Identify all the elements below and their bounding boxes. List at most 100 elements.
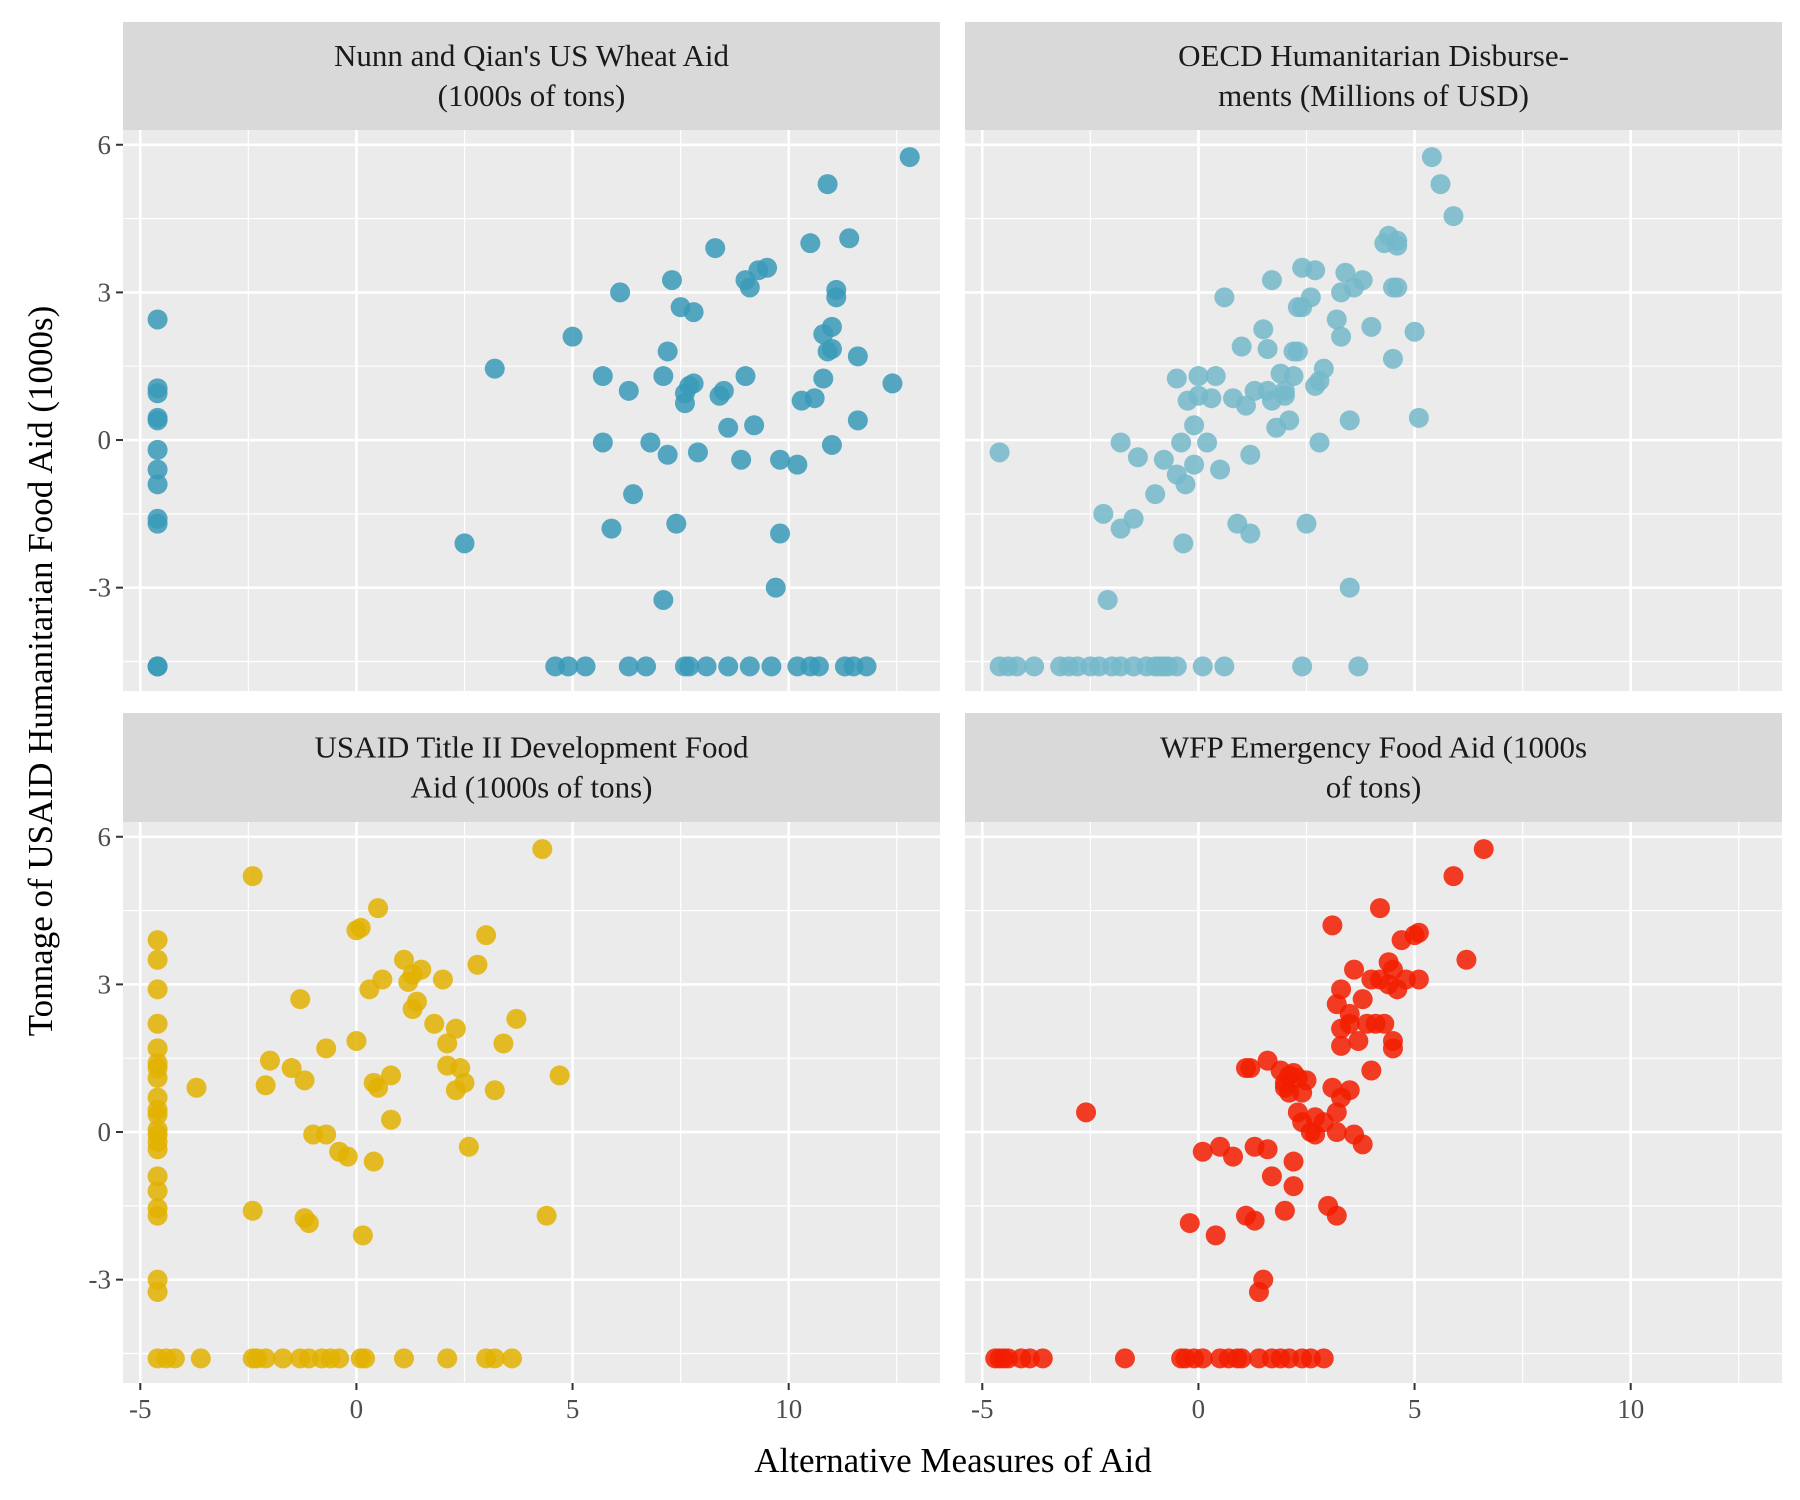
facet-title-line: of tons) (1326, 770, 1422, 805)
data-point (294, 1070, 315, 1091)
data-point (718, 417, 739, 438)
x-tick-label: 10 (1617, 1394, 1644, 1424)
data-point (1173, 533, 1194, 554)
data-point (1283, 1151, 1304, 1172)
data-point (770, 523, 791, 544)
data-point (839, 228, 860, 249)
data-point (1283, 1176, 1304, 1197)
y-tick-label: 3 (98, 277, 112, 307)
data-point (1240, 444, 1261, 465)
facet-strip (965, 22, 1782, 130)
data-point (329, 1348, 350, 1369)
data-point (657, 341, 678, 362)
data-point (813, 368, 834, 389)
data-point (1473, 839, 1494, 860)
data-point (1261, 1166, 1282, 1187)
data-point (1006, 656, 1027, 677)
y-tick-label: 0 (98, 1117, 112, 1147)
data-point (618, 656, 639, 677)
data-point (1313, 358, 1334, 379)
data-point (1192, 656, 1213, 677)
data-point (1032, 1348, 1053, 1369)
data-point (856, 656, 877, 677)
data-point (1231, 1348, 1252, 1369)
data-point (424, 1013, 445, 1034)
data-point (1313, 1348, 1334, 1369)
data-point (147, 1104, 168, 1125)
data-point (255, 1348, 276, 1369)
data-point (1253, 319, 1274, 340)
data-point (757, 257, 778, 278)
data-point (666, 513, 687, 534)
data-point (592, 366, 613, 387)
data-point (272, 1348, 293, 1369)
data-point (847, 410, 868, 431)
data-point (1257, 338, 1278, 359)
data-point (147, 930, 168, 951)
data-point (1331, 326, 1352, 347)
x-axis-title: Alternative Measures of Aid (754, 1441, 1152, 1480)
data-point (1387, 277, 1408, 298)
data-point (1205, 366, 1226, 387)
facet-title-line: ments (Millions of USD) (1218, 78, 1529, 113)
data-point (1214, 287, 1235, 308)
data-point (506, 1008, 527, 1029)
data-point (640, 432, 661, 453)
data-point (787, 454, 808, 475)
data-point (1145, 484, 1166, 505)
facet-strip (965, 713, 1782, 822)
x-tick-label: -5 (971, 1394, 994, 1424)
data-point (381, 1065, 402, 1086)
data-point (1382, 348, 1403, 369)
data-point (1274, 385, 1295, 406)
data-point (393, 1348, 414, 1369)
data-point (164, 1348, 185, 1369)
facet-panel: OECD Humanitarian Disburse-ments (Millio… (965, 22, 1782, 691)
data-point (817, 174, 838, 195)
facet-title-line: Aid (1000s of tons) (411, 770, 653, 805)
data-point (355, 1348, 376, 1369)
data-point (1214, 656, 1235, 677)
data-point (255, 1075, 276, 1096)
data-point (445, 1018, 466, 1039)
panel-background (123, 822, 940, 1383)
data-point (1296, 1070, 1317, 1091)
data-point (1296, 513, 1317, 534)
data-point (1184, 415, 1205, 436)
data-point (298, 1213, 319, 1234)
data-point (1253, 1269, 1274, 1290)
data-point (1179, 1213, 1200, 1234)
data-point (484, 1080, 505, 1101)
y-tick-label: 3 (98, 969, 112, 999)
panel-background (123, 130, 940, 691)
data-point (1408, 969, 1429, 990)
data-point (368, 898, 389, 919)
data-point (1261, 270, 1282, 291)
data-point (1331, 1035, 1352, 1056)
data-point (1331, 979, 1352, 1000)
facet-panels: Nunn and Qian's US Wheat Aid (1000s of to… (123, 22, 1782, 1383)
data-point (372, 969, 393, 990)
data-point (147, 439, 168, 460)
data-point (661, 270, 682, 291)
data-point (186, 1077, 207, 1098)
data-point (1287, 341, 1308, 362)
data-point (1339, 410, 1360, 431)
data-point (1123, 508, 1144, 529)
data-point (770, 449, 791, 470)
data-point (147, 1181, 168, 1202)
data-point (765, 577, 786, 598)
data-point (1279, 410, 1300, 431)
data-point (411, 959, 432, 980)
data-point (1192, 1348, 1213, 1369)
data-point (1097, 589, 1118, 610)
data-point (1240, 1058, 1261, 1079)
data-point (1408, 922, 1429, 943)
data-point (989, 442, 1010, 463)
data-point (1369, 898, 1390, 919)
data-point (1171, 432, 1192, 453)
facet-strip (123, 22, 940, 130)
x-tick-label: 10 (775, 1394, 802, 1424)
data-point (601, 518, 622, 539)
data-point (1166, 368, 1187, 389)
